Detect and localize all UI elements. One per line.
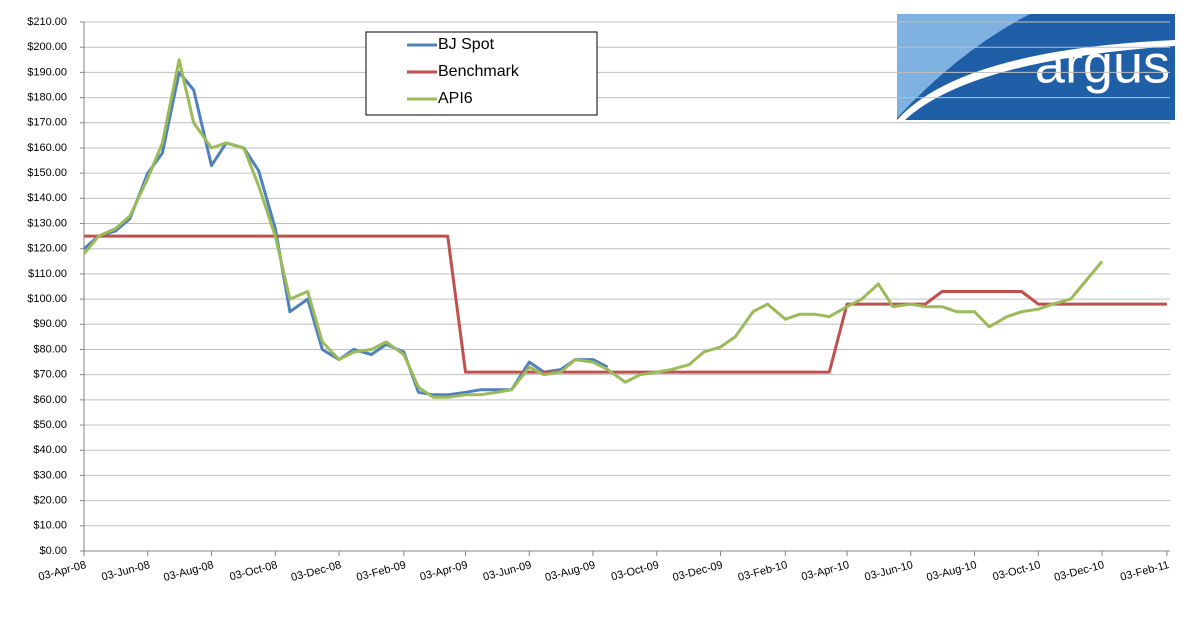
y-tick-label: $110.00: [28, 268, 67, 280]
y-tick-label: $140.00: [27, 192, 67, 204]
y-tick-label: $50.00: [33, 419, 67, 431]
grid: [84, 21, 1170, 552]
y-tick-label: $90.00: [33, 318, 67, 330]
logo-text: argus: [1035, 34, 1170, 94]
legend-box: [365, 31, 598, 116]
y-tick-label: $190.00: [27, 66, 67, 78]
y-tick-label: $40.00: [33, 444, 67, 456]
y-tick-label: $160.00: [27, 142, 67, 154]
y-tick-label: $180.00: [27, 91, 67, 103]
logo-swoosh: [897, 14, 1030, 118]
y-tick-label: $210.00: [27, 16, 67, 28]
y-tick-label: $60.00: [33, 394, 67, 406]
y-tick-label: $70.00: [33, 369, 67, 381]
y-tick-label: $10.00: [33, 520, 67, 532]
y-tick-label: $200.00: [27, 41, 67, 53]
y-tick-label: $20.00: [33, 495, 67, 507]
legend: BJ Spot Benchmark API6: [365, 31, 598, 116]
y-tick-label: $120.00: [27, 243, 67, 255]
series-line: [84, 234, 1167, 374]
y-tick-label: $80.00: [33, 343, 67, 355]
legend-label: BJ Spot: [438, 36, 495, 53]
y-tick-label: $100.00: [27, 293, 67, 305]
y-tick-label: $130.00: [27, 217, 67, 229]
y-tick-label: $170.00: [27, 117, 67, 129]
y-tick-label: $0.00: [39, 545, 67, 557]
series-line: [82, 58, 1104, 399]
y-tick-label: $150.00: [27, 167, 67, 179]
logo-curve: [897, 40, 1175, 120]
logo: argus: [897, 14, 1175, 120]
y-tick-label: $30.00: [33, 469, 67, 481]
legend-label: API6: [438, 90, 473, 107]
legend-label: Benchmark: [438, 63, 520, 80]
